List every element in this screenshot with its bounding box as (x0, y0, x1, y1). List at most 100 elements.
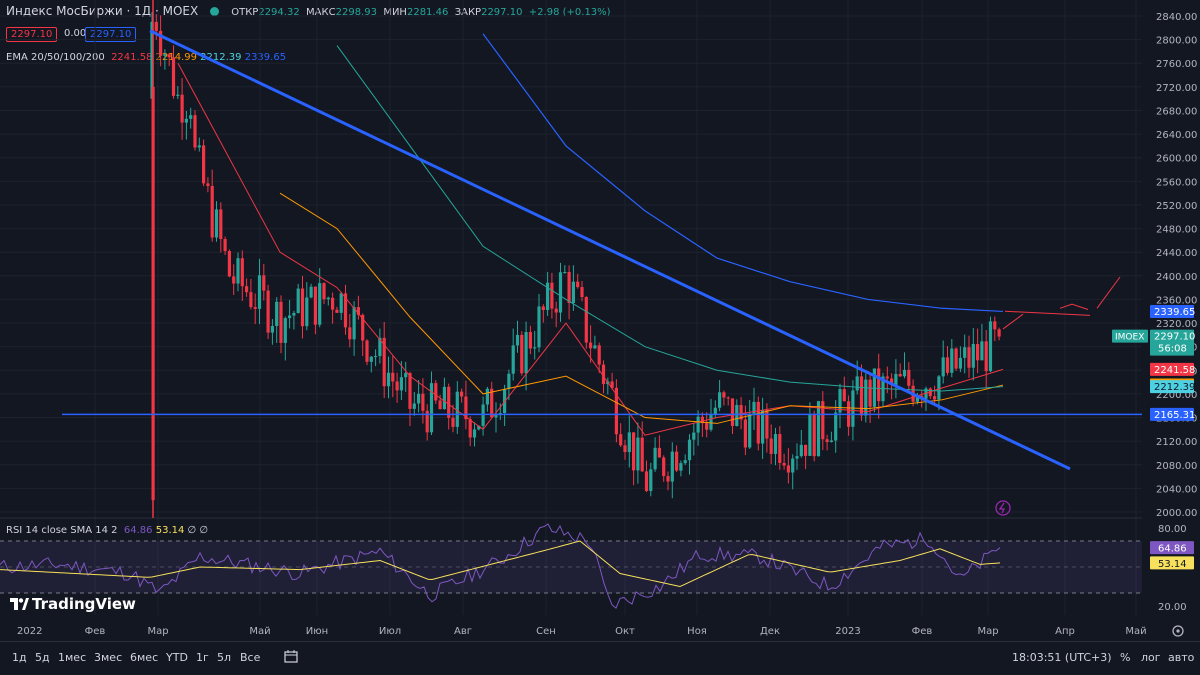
candle-body (404, 373, 408, 378)
candle-body (718, 392, 722, 408)
candle-body (520, 334, 524, 374)
range-1d[interactable]: 1д (12, 651, 27, 664)
candle-body (382, 337, 386, 387)
price-tick-label: 2680.00 (1156, 106, 1197, 117)
candle-body (842, 389, 846, 402)
auto-toggle[interactable]: авто (1168, 651, 1195, 664)
candle-body (300, 288, 305, 327)
legend-header: Индекс МосБиржи · 1Д · MOEX ОТКР2294.32 … (6, 4, 611, 18)
candle-body (597, 345, 601, 365)
range-3m[interactable]: 3мес (94, 651, 123, 664)
percent-toggle[interactable]: % (1120, 651, 1131, 664)
candle-body (546, 282, 550, 311)
time-tick-label: Дек (760, 626, 780, 637)
candle-body (657, 447, 661, 458)
candle-body (963, 347, 967, 358)
candle-body (210, 186, 214, 238)
candle-body (700, 416, 704, 424)
candle-body (885, 376, 889, 379)
range-ytd[interactable]: YTD (166, 651, 188, 664)
candle-body (477, 425, 481, 430)
price-badge-label: 2165.31 (1154, 410, 1195, 421)
rsi-tick-label: 80.00 (1158, 524, 1187, 535)
price-tick-label: 2520.00 (1156, 201, 1197, 212)
candle-body (563, 272, 567, 274)
candle-body (666, 476, 670, 482)
candle-body (967, 347, 971, 368)
log-toggle[interactable]: лог (1141, 651, 1161, 664)
ema100-value: 2212.39 (200, 52, 242, 63)
candle-body (365, 340, 369, 362)
candle-body (829, 440, 833, 443)
candle-body (872, 368, 876, 407)
candle-body (851, 390, 855, 427)
candle-body (447, 386, 451, 418)
candle-body (662, 457, 666, 477)
candle-body (386, 372, 391, 387)
candle-body (748, 413, 752, 448)
candle-body (288, 315, 292, 319)
candle-body (318, 283, 322, 325)
range-1y[interactable]: 1г (196, 651, 209, 664)
candle-body (163, 54, 167, 56)
candle-body (374, 356, 378, 358)
range-5y[interactable]: 5л (217, 651, 232, 664)
spread-value: 0.00 (64, 28, 87, 39)
lightning-icon-glyph (998, 502, 1006, 514)
candle-body (202, 145, 206, 184)
candle-body (692, 432, 696, 440)
candle-body (343, 293, 348, 328)
candle-body (275, 301, 279, 326)
candle-body (455, 391, 459, 427)
candle-body (472, 429, 477, 438)
price-tick-label: 2480.00 (1156, 225, 1197, 236)
candle-body (795, 456, 799, 459)
range-6m[interactable]: 6мес (130, 651, 159, 664)
range-all[interactable]: Все (240, 651, 261, 664)
candle-body (825, 439, 829, 443)
candle-body (262, 275, 266, 291)
candle-body (752, 401, 756, 414)
candle-body (627, 432, 631, 453)
range-5d[interactable]: 5д (35, 651, 50, 664)
range-1m[interactable]: 1мес (58, 651, 87, 664)
time-tick-label: Окт (615, 626, 635, 637)
buy-button[interactable]: 2297.10 (85, 27, 137, 42)
candle-body (589, 342, 593, 349)
go-to-date-icon[interactable] (284, 649, 298, 666)
candle-body (151, 86, 155, 501)
price-tick-label: 2200.00 (1156, 390, 1197, 401)
candle-body (945, 357, 950, 373)
symbol-badge (1112, 329, 1148, 343)
rsi-badge-label: 53.14 (1158, 559, 1187, 570)
price-badge-label: 2297.10 (1154, 332, 1195, 343)
candle-body (528, 332, 532, 349)
time-tick-label: Мар (147, 626, 168, 637)
rsi-legend[interactable]: RSI 14 close SMA 14 2 64.86 53.14 ∅ ∅ (6, 525, 208, 536)
candle-body (541, 306, 545, 311)
candle-body (189, 115, 193, 119)
candle-body (554, 308, 558, 313)
symbol-title[interactable]: Индекс МосБиржи · 1Д · MOEX (6, 4, 199, 18)
ema-legend[interactable]: EMA 20/50/100/200 2241.58 2214.99 2212.3… (6, 52, 286, 63)
candle-body (971, 344, 975, 368)
price-badge (1150, 380, 1194, 394)
ema50-value: 2214.99 (155, 52, 197, 63)
candle-body (391, 372, 395, 382)
candle-body (980, 341, 984, 361)
candle-body (709, 414, 713, 430)
candle-body (593, 345, 597, 349)
price-tick-label: 2040.00 (1156, 484, 1197, 495)
candle-body (778, 434, 782, 463)
candle-body (571, 281, 575, 303)
price-tick-label: 2560.00 (1156, 177, 1197, 188)
clock[interactable]: 18:03:51 (UTC+3) (1012, 651, 1112, 664)
candle-body (804, 444, 808, 456)
sell-button[interactable]: 2297.10 (6, 27, 58, 42)
candle-body (167, 54, 171, 58)
candle-body (679, 463, 683, 471)
candle-body (326, 297, 330, 300)
rsi-sma-value: 53.14 (155, 525, 185, 536)
